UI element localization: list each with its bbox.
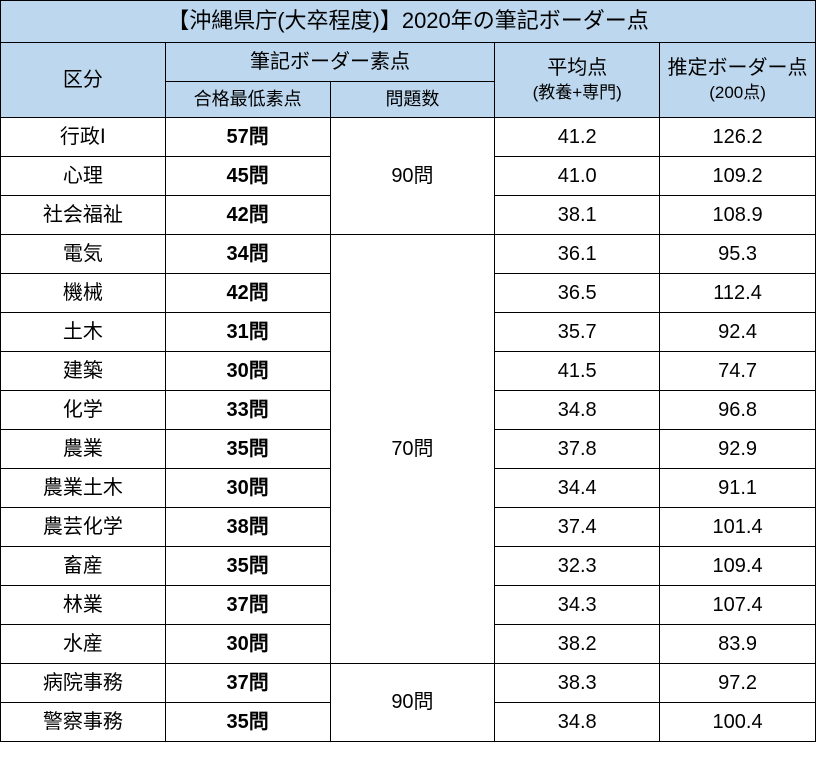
cell-min-score: 35問 [165,702,330,741]
cell-min-score: 42問 [165,195,330,234]
header-border: 推定ボーダー点(200点) [660,42,816,117]
cell-category: 農芸化学 [1,507,166,546]
cell-avg: 41.2 [495,117,660,156]
header-min-score: 合格最低素点 [165,81,330,117]
cell-min-score: 37問 [165,585,330,624]
cell-avg: 34.4 [495,468,660,507]
cell-min-score: 33問 [165,390,330,429]
cell-category: 林業 [1,585,166,624]
cell-avg: 34.8 [495,390,660,429]
cell-category: 農業 [1,429,166,468]
cell-category: 病院事務 [1,663,166,702]
cell-border: 83.9 [660,624,816,663]
cell-min-score: 42問 [165,273,330,312]
cell-min-score: 30問 [165,468,330,507]
cell-category: 建築 [1,351,166,390]
cell-avg: 34.3 [495,585,660,624]
cell-border: 107.4 [660,585,816,624]
cell-min-score: 35問 [165,429,330,468]
cell-question-count: 90問 [330,117,495,234]
cell-border: 96.8 [660,390,816,429]
cell-border: 95.3 [660,234,816,273]
cell-min-score: 35問 [165,546,330,585]
cell-avg: 41.0 [495,156,660,195]
cell-min-score: 34問 [165,234,330,273]
cell-min-score: 30問 [165,624,330,663]
cell-category: 社会福祉 [1,195,166,234]
table-row: 行政Ⅰ57問90問41.2126.2 [1,117,816,156]
cell-min-score: 38問 [165,507,330,546]
cell-avg: 34.8 [495,702,660,741]
cell-min-score: 37問 [165,663,330,702]
cell-border: 101.4 [660,507,816,546]
cell-category: 農業土木 [1,468,166,507]
cell-avg: 32.3 [495,546,660,585]
table-title: 【沖縄県庁(大卒程度)】2020年の筆記ボーダー点 [1,1,816,43]
cell-avg: 38.3 [495,663,660,702]
cell-avg: 37.4 [495,507,660,546]
header-category: 区分 [1,42,166,117]
cell-min-score: 31問 [165,312,330,351]
cell-avg: 41.5 [495,351,660,390]
cell-avg: 36.1 [495,234,660,273]
header-question-count: 問題数 [330,81,495,117]
cell-border: 100.4 [660,702,816,741]
cell-category: 水産 [1,624,166,663]
cell-border: 109.2 [660,156,816,195]
cell-category: 畜産 [1,546,166,585]
cell-category: 土木 [1,312,166,351]
cell-avg: 38.1 [495,195,660,234]
cell-border: 92.9 [660,429,816,468]
header-avg: 平均点(教養+専門) [495,42,660,117]
cell-avg: 36.5 [495,273,660,312]
cell-border: 108.9 [660,195,816,234]
cell-avg: 37.8 [495,429,660,468]
table-row: 電気34問70問36.195.3 [1,234,816,273]
cell-border: 97.2 [660,663,816,702]
cell-question-count: 90問 [330,663,495,741]
cell-question-count: 70問 [330,234,495,663]
cell-category: 警察事務 [1,702,166,741]
header-score-group: 筆記ボーダー素点 [165,42,495,81]
table-row: 病院事務37問90問38.397.2 [1,663,816,702]
cell-border: 74.7 [660,351,816,390]
cell-category: 化学 [1,390,166,429]
cell-border: 92.4 [660,312,816,351]
score-table: 【沖縄県庁(大卒程度)】2020年の筆記ボーダー点区分筆記ボーダー素点平均点(教… [0,0,816,742]
cell-category: 電気 [1,234,166,273]
cell-category: 機械 [1,273,166,312]
cell-category: 行政Ⅰ [1,117,166,156]
cell-border: 91.1 [660,468,816,507]
cell-min-score: 45問 [165,156,330,195]
cell-avg: 38.2 [495,624,660,663]
cell-avg: 35.7 [495,312,660,351]
cell-border: 109.4 [660,546,816,585]
cell-min-score: 57問 [165,117,330,156]
cell-min-score: 30問 [165,351,330,390]
cell-category: 心理 [1,156,166,195]
cell-border: 112.4 [660,273,816,312]
cell-border: 126.2 [660,117,816,156]
